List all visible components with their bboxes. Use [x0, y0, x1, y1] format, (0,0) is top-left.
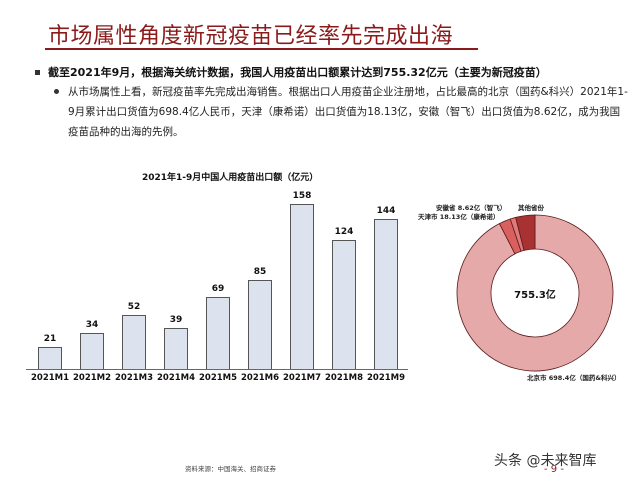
main-bullet: 截至2021年9月，根据海关统计数据，我国人用疫苗出口额累计达到755.32亿元…	[35, 64, 547, 80]
donut-label-anhui: 安徽省 8.62亿（智飞）	[436, 204, 507, 212]
bar-2021M3	[122, 315, 146, 369]
bar-category-label: 2021M3	[114, 373, 154, 383]
square-bullet-icon	[35, 69, 40, 75]
donut-svg	[456, 214, 614, 372]
title-underline	[45, 48, 478, 50]
round-bullet-icon	[54, 89, 59, 94]
source-note: 资料来源：中国海关、招商证券	[185, 465, 276, 473]
page-title: 市场属性角度新冠疫苗已经率先完成出海	[48, 24, 454, 49]
donut-slice-3	[515, 214, 536, 251]
donut-slice-0	[456, 214, 614, 372]
donut-chart: 755.3亿	[455, 213, 615, 373]
bar-2021M5	[206, 297, 230, 369]
donut-label-tianjin: 天津市 18.13亿（康希诺）	[418, 213, 500, 221]
bar-value-label: 85	[253, 267, 267, 277]
watermark: 头条 @未来智库	[494, 453, 597, 469]
donut-label-beijing: 北京市 698.4亿（国药&科兴）	[527, 374, 621, 382]
bar-2021M2	[80, 333, 104, 369]
bar-category-label: 2021M1	[30, 373, 70, 383]
bar-category-label: 2021M2	[72, 373, 112, 383]
donut-center-label: 755.3亿	[514, 289, 556, 301]
bar-value-label: 69	[211, 284, 225, 294]
bar-2021M1	[38, 347, 62, 369]
bar-value-label: 52	[127, 302, 141, 312]
bar-value-label: 34	[85, 320, 99, 330]
sub-bullet-text: 从市场属性上看，新冠疫苗率先完成出海销售。根据出口人用疫苗企业注册地，占比最高的…	[68, 86, 628, 138]
bar-category-label: 2021M6	[240, 373, 280, 383]
bar-chart-title: 2021年1-9月中国人用疫苗出口额（亿元）	[142, 173, 319, 183]
bar-value-label: 158	[292, 191, 312, 201]
bar-2021M8	[332, 240, 356, 369]
bar-category-label: 2021M9	[366, 373, 406, 383]
bar-value-label: 21	[43, 334, 57, 344]
bar-category-label: 2021M4	[156, 373, 196, 383]
bar-2021M4	[164, 328, 188, 369]
bar-value-label: 39	[169, 315, 183, 325]
bar-chart-x-axis	[26, 369, 408, 370]
bar-category-label: 2021M8	[324, 373, 364, 383]
bar-2021M7	[290, 204, 314, 369]
bar-value-label: 124	[334, 227, 354, 237]
donut-label-other: 其他省份	[518, 204, 544, 212]
bar-category-label: 2021M5	[198, 373, 238, 383]
sub-bullet: 从市场属性上看，新冠疫苗率先完成出海销售。根据出口人用疫苗企业注册地，占比最高的…	[54, 82, 628, 142]
bar-value-label: 144	[376, 206, 396, 216]
bar-2021M6	[248, 280, 272, 369]
page-number: - 9 -	[544, 464, 564, 475]
bar-category-label: 2021M7	[282, 373, 322, 383]
main-bullet-text: 截至2021年9月，根据海关统计数据，我国人用疫苗出口额累计达到755.32亿元…	[48, 66, 547, 79]
bar-2021M9	[374, 219, 398, 369]
